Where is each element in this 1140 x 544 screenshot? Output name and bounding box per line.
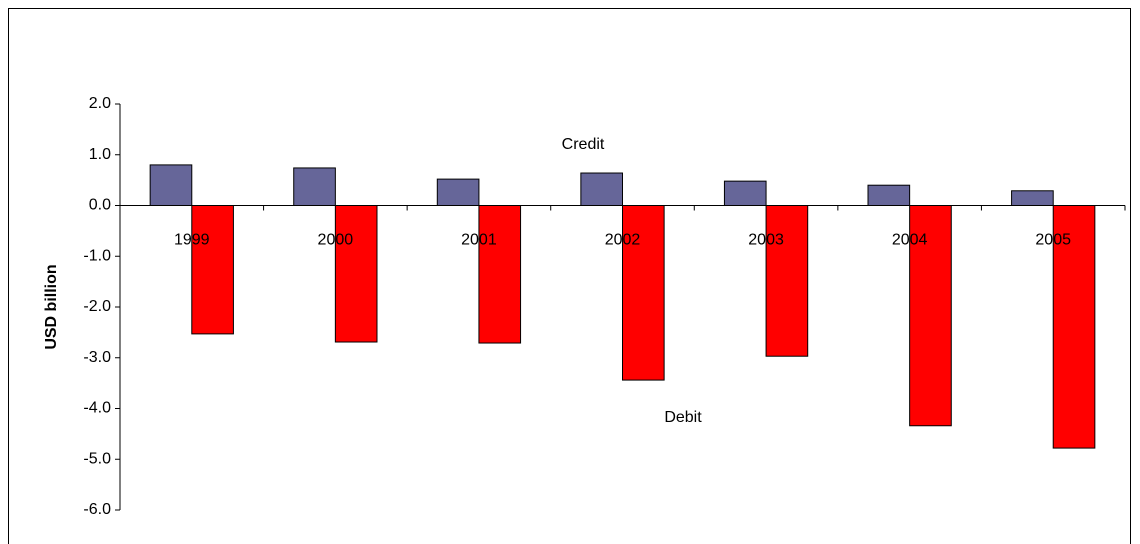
y-axis-title: USD billion <box>43 264 60 349</box>
bar <box>909 205 952 427</box>
bar <box>334 205 378 343</box>
bar <box>723 180 767 206</box>
bar <box>622 205 665 381</box>
y-tick-label: -1.0 <box>83 247 111 264</box>
y-tick-label: -5.0 <box>83 450 111 467</box>
y-tick-label: -3.0 <box>83 349 111 366</box>
y-tick-label: -4.0 <box>83 400 111 417</box>
x-tick-label: 1999 <box>174 232 210 249</box>
x-tick-label: 2000 <box>318 232 354 249</box>
bar <box>293 167 336 207</box>
bar <box>478 205 522 344</box>
y-tick-label: 1.0 <box>89 146 111 163</box>
bar <box>765 205 809 357</box>
y-tick-label: 0.0 <box>89 197 111 214</box>
bar <box>149 164 193 206</box>
y-tick-label: 2.0 <box>89 95 111 112</box>
bar <box>580 172 623 207</box>
x-tick-label: 2001 <box>461 232 497 249</box>
series-label: Credit <box>562 136 605 153</box>
x-tick-label: 2004 <box>892 232 928 249</box>
x-tick-label: 2005 <box>1035 232 1071 249</box>
bar <box>191 205 234 335</box>
y-tick-label: -2.0 <box>83 298 111 315</box>
bar <box>867 184 911 206</box>
bar <box>436 178 480 206</box>
bar <box>1011 190 1054 207</box>
chart-border <box>8 8 1131 544</box>
y-tick-label: -6.0 <box>83 501 111 518</box>
x-tick-label: 2003 <box>748 232 784 249</box>
series-label: Debit <box>664 409 702 426</box>
x-tick-label: 2002 <box>605 232 641 249</box>
